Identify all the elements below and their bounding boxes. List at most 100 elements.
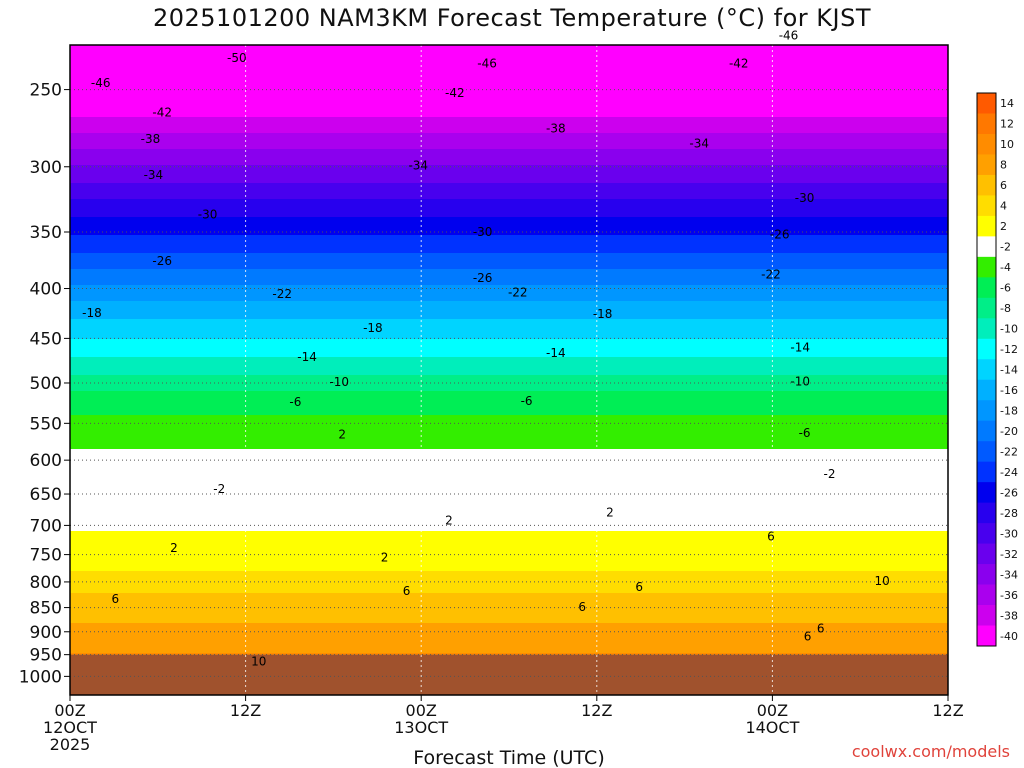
temperature-band	[70, 365, 948, 368]
temperature-band	[70, 639, 948, 642]
contour-label: -22	[761, 268, 781, 282]
temperature-band	[70, 409, 948, 412]
contour-label: -2	[823, 467, 835, 481]
temperature-band	[70, 411, 948, 414]
temperature-band	[70, 545, 948, 548]
temperature-band	[70, 487, 948, 490]
temperature-band	[70, 229, 948, 232]
temperature-band	[70, 289, 948, 292]
temperature-band	[70, 73, 948, 76]
temperature-band	[70, 329, 948, 332]
temperature-band	[70, 515, 948, 518]
temperature-band	[70, 419, 948, 422]
temperature-band	[70, 141, 948, 144]
colorbar-swatch	[977, 564, 996, 585]
colorbar-label: -36	[1000, 589, 1018, 602]
temperature-band	[70, 377, 948, 380]
temperature-band	[70, 443, 948, 446]
temperature-band	[70, 299, 948, 302]
temperature-band	[70, 247, 948, 250]
temperature-band	[70, 445, 948, 448]
y-tick-label: 800	[30, 573, 62, 593]
temperature-band	[70, 529, 948, 532]
y-tick-label: 400	[30, 280, 62, 300]
temperature-band	[70, 167, 948, 170]
colorbar-label: -24	[1000, 466, 1018, 479]
temperature-band	[70, 383, 948, 386]
contour-label: -30	[795, 191, 815, 205]
temperature-band	[70, 627, 948, 630]
temperature-band	[70, 501, 948, 504]
contour-label: -18	[363, 321, 383, 335]
temperature-band	[70, 263, 948, 266]
temperature-band	[70, 285, 948, 288]
temperature-band	[70, 597, 948, 600]
colorbar-frame	[976, 92, 997, 647]
contour-label: -46	[779, 28, 799, 42]
temperature-band	[70, 331, 948, 334]
colorbar-label: -2	[1000, 241, 1011, 254]
x-tick-label: 2025	[50, 735, 91, 754]
temperature-band	[70, 505, 948, 508]
colorbar-label: -22	[1000, 445, 1018, 458]
temperature-band	[70, 103, 948, 106]
temperature-band	[70, 631, 948, 634]
temperature-band	[70, 357, 948, 360]
temperature-band	[70, 579, 948, 582]
contour-label: 6	[635, 580, 643, 594]
contour-label: -42	[152, 106, 172, 120]
contour-label: 2	[338, 428, 346, 442]
colorbar-swatch	[977, 236, 996, 258]
temperature-band	[70, 157, 948, 160]
temperature-band	[70, 349, 948, 352]
temperature-band	[70, 99, 948, 102]
temperature-band	[70, 641, 948, 644]
temperature-band	[70, 287, 948, 290]
temperature-band	[70, 245, 948, 248]
temperature-band	[70, 463, 948, 466]
temperature-band	[70, 117, 948, 120]
contour-label: 6	[112, 592, 120, 606]
temperature-band	[70, 395, 948, 398]
contour-label: -2	[213, 482, 225, 496]
temperature-band	[70, 611, 948, 614]
temperature-band	[70, 603, 948, 606]
contour-label: -6	[521, 394, 533, 408]
temperature-band	[70, 249, 948, 252]
temperature-band	[70, 199, 948, 202]
temperature-band	[70, 233, 948, 236]
contour-label: 6	[403, 584, 411, 598]
temperature-band	[70, 217, 948, 220]
temperature-band	[70, 45, 948, 48]
temperature-band	[70, 115, 948, 118]
temperature-band	[70, 417, 948, 420]
temperature-band	[70, 205, 948, 208]
contour-label: -6	[799, 426, 811, 440]
temperature-band	[70, 407, 948, 410]
temperature-band	[70, 391, 948, 394]
temperature-band	[70, 201, 948, 204]
temperature-band	[70, 647, 948, 650]
temperature-band	[70, 107, 948, 110]
temperature-band	[70, 275, 948, 278]
contour-label: -14	[790, 341, 810, 355]
temperature-band	[70, 317, 948, 320]
temperature-band	[70, 633, 948, 636]
colorbar-label: -12	[1000, 343, 1018, 356]
contour-label: -10	[329, 375, 349, 389]
contour-label: 2	[445, 514, 453, 528]
temperature-band	[70, 61, 948, 64]
temperature-band	[70, 125, 948, 128]
temperature-band	[70, 651, 948, 654]
temperature-band	[70, 601, 948, 604]
contour-label: -6	[289, 395, 301, 409]
temperature-band	[70, 599, 948, 602]
temperature-band	[70, 307, 948, 310]
colorbar-swatch	[977, 605, 996, 626]
temperature-band	[70, 209, 948, 212]
temperature-band	[70, 429, 948, 432]
temperature-band	[70, 541, 948, 544]
temperature-band	[70, 471, 948, 474]
temperature-band	[70, 323, 948, 326]
temperature-band	[70, 283, 948, 286]
